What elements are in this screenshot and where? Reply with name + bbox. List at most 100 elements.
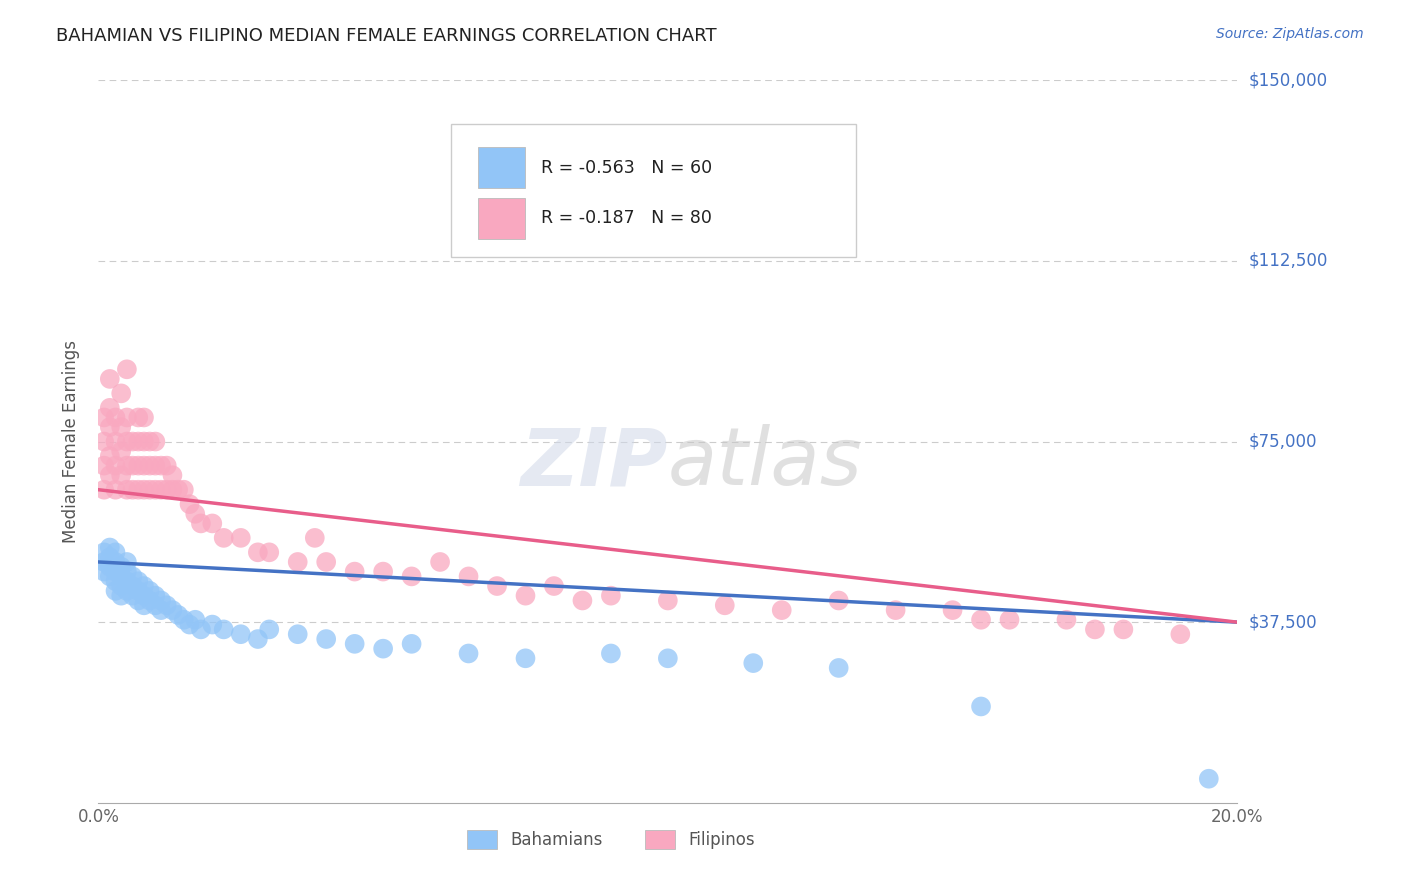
Point — [115, 434, 138, 449]
Point — [121, 569, 143, 583]
Point — [145, 589, 167, 603]
Point — [212, 623, 235, 637]
Point — [515, 589, 537, 603]
Text: Source: ZipAtlas.com: Source: ZipAtlas.com — [1216, 27, 1364, 41]
Point — [115, 574, 138, 589]
Point — [1112, 623, 1135, 637]
Point — [315, 632, 337, 646]
Point — [156, 483, 179, 497]
Point — [138, 434, 160, 449]
FancyBboxPatch shape — [478, 198, 526, 238]
Point — [600, 589, 623, 603]
Point — [401, 637, 423, 651]
Point — [127, 483, 149, 497]
Point — [98, 401, 121, 415]
Point — [98, 420, 121, 434]
Point — [315, 555, 337, 569]
Point — [104, 483, 127, 497]
Point — [173, 483, 195, 497]
Point — [201, 617, 224, 632]
Point — [150, 483, 173, 497]
Point — [1198, 772, 1220, 786]
Point — [121, 483, 143, 497]
Point — [115, 458, 138, 473]
Point — [110, 386, 132, 401]
Point — [132, 483, 155, 497]
Point — [714, 599, 737, 613]
Point — [110, 420, 132, 434]
Point — [201, 516, 224, 531]
Point — [150, 603, 173, 617]
Text: $112,500: $112,500 — [1249, 252, 1329, 270]
Point — [1170, 627, 1192, 641]
Point — [110, 444, 132, 458]
Point — [127, 434, 149, 449]
Point — [457, 647, 479, 661]
Point — [121, 579, 143, 593]
Point — [127, 583, 149, 598]
Point — [127, 458, 149, 473]
Text: R = -0.563   N = 60: R = -0.563 N = 60 — [541, 159, 713, 177]
Point — [110, 559, 132, 574]
Text: ZIP: ZIP — [520, 425, 668, 502]
Text: atlas: atlas — [668, 425, 863, 502]
FancyBboxPatch shape — [451, 124, 856, 257]
Point — [145, 599, 167, 613]
Point — [121, 434, 143, 449]
Point — [246, 545, 269, 559]
Point — [190, 516, 212, 531]
Point — [373, 641, 395, 656]
Point — [121, 458, 143, 473]
Point — [110, 569, 132, 583]
Point — [132, 458, 155, 473]
Point — [229, 531, 252, 545]
Text: R = -0.187   N = 80: R = -0.187 N = 80 — [541, 210, 713, 227]
Point — [138, 483, 160, 497]
Y-axis label: Median Female Earnings: Median Female Earnings — [62, 340, 80, 543]
Point — [115, 555, 138, 569]
Point — [104, 583, 127, 598]
Point — [167, 607, 190, 622]
Point — [121, 589, 143, 603]
Point — [145, 483, 167, 497]
Point — [287, 555, 309, 569]
Point — [942, 603, 965, 617]
Point — [246, 632, 269, 646]
Point — [970, 699, 993, 714]
Point — [132, 599, 155, 613]
Point — [184, 507, 207, 521]
Point — [184, 613, 207, 627]
Point — [162, 483, 184, 497]
Point — [98, 541, 121, 555]
Point — [156, 458, 179, 473]
Point — [98, 569, 121, 583]
Point — [571, 593, 593, 607]
Point — [104, 410, 127, 425]
Point — [259, 623, 281, 637]
Point — [401, 569, 423, 583]
Point — [343, 637, 366, 651]
Point — [98, 449, 121, 463]
Text: $75,000: $75,000 — [1249, 433, 1317, 450]
Point — [373, 565, 395, 579]
Point — [970, 613, 993, 627]
Point — [132, 579, 155, 593]
Point — [138, 593, 160, 607]
Point — [93, 565, 115, 579]
Point — [657, 651, 679, 665]
Point — [162, 468, 184, 483]
Point — [657, 593, 679, 607]
Point — [104, 574, 127, 589]
Point — [173, 613, 195, 627]
Point — [132, 410, 155, 425]
Point — [115, 483, 138, 497]
Point — [229, 627, 252, 641]
Point — [145, 458, 167, 473]
FancyBboxPatch shape — [478, 147, 526, 188]
Legend: Bahamians, Filipinos: Bahamians, Filipinos — [461, 823, 761, 856]
Point — [115, 565, 138, 579]
Point — [884, 603, 907, 617]
Point — [150, 458, 173, 473]
Point — [742, 656, 765, 670]
Point — [115, 410, 138, 425]
